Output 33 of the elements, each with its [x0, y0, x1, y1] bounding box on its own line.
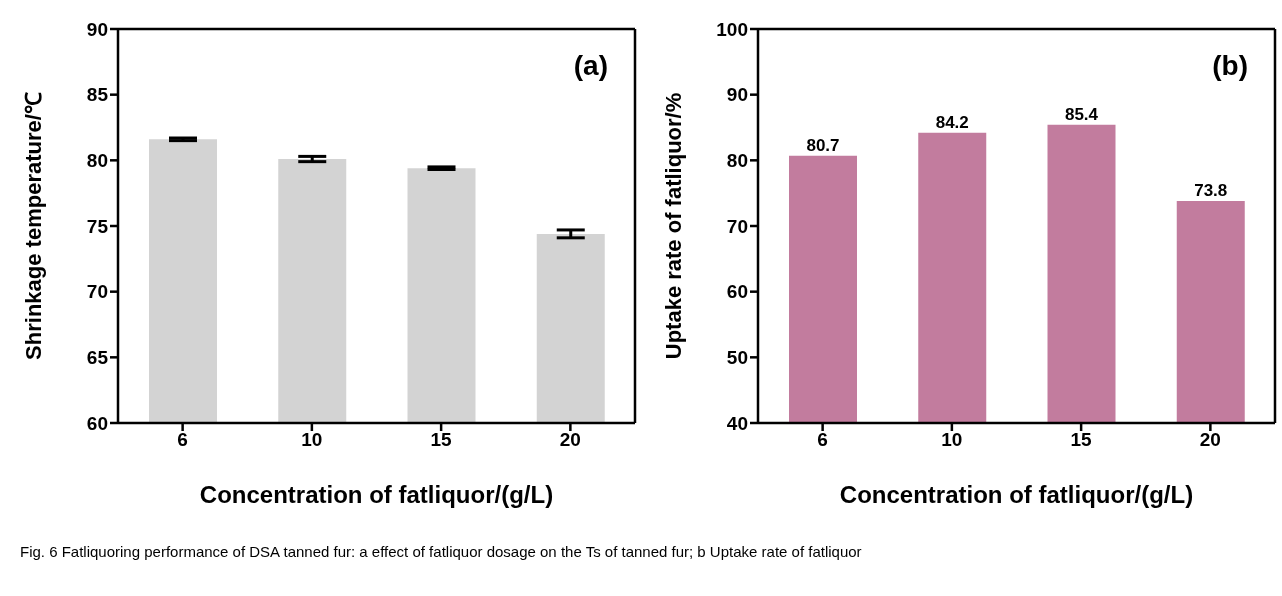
y-tick-label: 85 [86, 84, 109, 106]
x-tick-label: 10 [941, 429, 963, 451]
x-axis-title: Concentration of fatliquor/(g/L) [839, 481, 1194, 508]
data-label: 73.8 [1194, 181, 1228, 201]
y-tick-label: 90 [726, 84, 748, 106]
y-tick-label: 60 [726, 281, 748, 303]
annotation: (a) [573, 50, 608, 82]
y-tick-label: 70 [726, 215, 748, 237]
x-tick-label: 15 [430, 429, 453, 451]
x-tick-label: 6 [817, 429, 828, 451]
y-tick-label: 50 [726, 347, 748, 369]
y-axis-title: Uptake rate of fatliquor/% [660, 92, 686, 360]
data-label: 80.7 [806, 135, 840, 155]
y-tick-label: 40 [726, 412, 748, 434]
y-tick-label: 80 [86, 150, 108, 172]
x-tick-label: 15 [1070, 429, 1093, 451]
data-label: 84.2 [935, 112, 969, 132]
y-tick-label: 75 [86, 215, 109, 237]
y-tick-label: 80 [726, 150, 748, 172]
x-tick-label: 10 [301, 429, 323, 451]
x-tick-label: 20 [1199, 429, 1221, 451]
x-tick-label: 6 [177, 429, 188, 451]
x-axis-title: Concentration of fatliquor/(g/L) [199, 481, 554, 508]
data-label: 85.4 [1064, 104, 1099, 124]
annotation: (b) [1212, 50, 1248, 82]
y-tick-label: 70 [86, 281, 108, 303]
caption: Fig. 6 Fatliquoring performance of DSA tanned fur: a effect of fatliquor dosage on the Ts of tanned fur; b Uptake rate of fatliquor [20, 543, 863, 560]
y-tick-label: 100 [716, 18, 748, 40]
y-tick-label: 60 [86, 412, 108, 434]
y-axis-title: Shrinkage temperature/℃ [20, 92, 46, 360]
y-tick-label: 90 [86, 18, 108, 40]
x-tick-label: 20 [559, 429, 581, 451]
y-tick-label: 65 [86, 347, 109, 369]
